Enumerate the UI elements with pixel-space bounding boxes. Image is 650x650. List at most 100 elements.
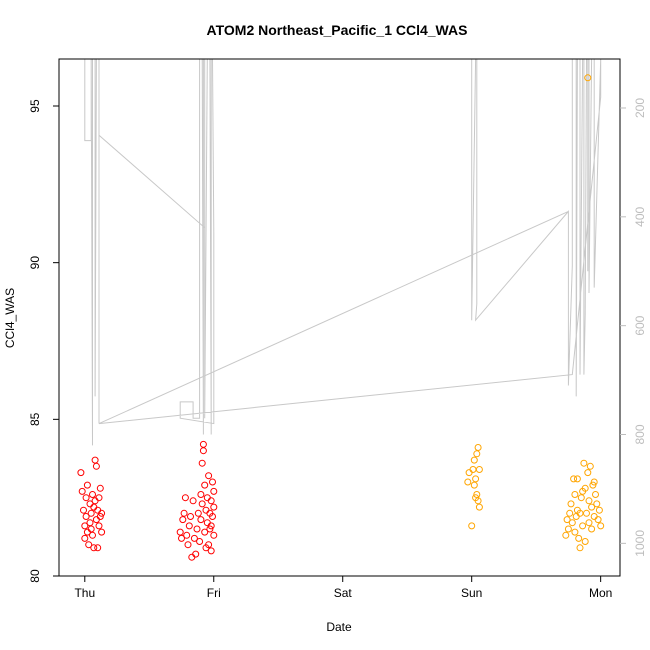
data-point (473, 491, 481, 498)
data-point (207, 497, 215, 505)
data-point (588, 525, 596, 533)
altitude-line (84, 58, 602, 446)
data-point (92, 462, 100, 470)
data-point (193, 525, 201, 533)
data-point (595, 506, 603, 514)
data-point (83, 481, 91, 489)
data-point (571, 491, 579, 498)
altitude-line-layer (84, 58, 602, 446)
data-point (589, 481, 597, 489)
data-point (475, 466, 483, 473)
x-axis-label: Date (326, 620, 352, 634)
data-point (95, 522, 103, 530)
data-point (181, 494, 189, 502)
data-point (85, 541, 93, 549)
data-point (464, 478, 472, 486)
data-point (567, 500, 575, 508)
y-axis-label: CCl4_WAS (3, 288, 17, 348)
data-point (205, 472, 213, 480)
data-point (209, 478, 216, 486)
data-point (207, 547, 215, 555)
data-point (572, 513, 580, 520)
data-point (576, 509, 584, 517)
data-point (584, 469, 592, 477)
data-point (568, 519, 576, 527)
x-tick-label: Sat (334, 586, 353, 600)
y2-axis: 200 400 600 800 1000 (620, 98, 647, 557)
y-tick-label: 85 (28, 412, 42, 426)
data-point (179, 516, 187, 524)
x-tick-label: Mon (589, 586, 612, 600)
data-point (190, 534, 198, 542)
data-point (473, 450, 481, 458)
data-point (474, 444, 482, 451)
data-point (90, 544, 98, 552)
y2-tick-label: 600 (633, 315, 647, 335)
chart-title: ATOM2 Northeast_Pacific_1 CCl4_WAS (207, 22, 468, 38)
data-point (592, 491, 599, 498)
data-point (82, 494, 90, 502)
data-point (205, 541, 213, 549)
data-point (87, 525, 95, 533)
data-point (566, 509, 574, 517)
x-tick-label: Sun (461, 586, 482, 600)
data-point (192, 550, 200, 558)
data-point (593, 500, 601, 508)
y-axis: 80 85 90 95 (28, 99, 59, 583)
data-point (203, 494, 211, 502)
data-point (597, 522, 605, 530)
data-point (91, 497, 99, 505)
data-point (94, 506, 102, 514)
data-point (98, 528, 106, 536)
data-point (570, 475, 578, 483)
data-point (189, 497, 197, 505)
data-point (180, 509, 188, 517)
data-point (470, 481, 478, 489)
y-tick-label: 80 (28, 569, 42, 583)
data-point (203, 519, 211, 527)
data-point (92, 516, 100, 524)
data-point (87, 509, 95, 517)
data-point (563, 516, 571, 524)
data-point (586, 462, 594, 470)
data-point (202, 506, 210, 514)
y2-tick-label: 400 (633, 206, 647, 226)
y-tick-label: 90 (28, 256, 42, 270)
data-point (86, 519, 94, 527)
data-point (573, 475, 581, 483)
data-point (98, 509, 106, 517)
data-point (579, 522, 587, 530)
data-point (579, 487, 587, 495)
data-point (575, 534, 583, 542)
data-point (188, 553, 196, 561)
data-point (468, 522, 476, 530)
data-point (469, 466, 477, 473)
data-point (206, 525, 214, 533)
data-point (571, 528, 579, 536)
data-point (96, 513, 104, 520)
data-point (581, 538, 589, 545)
y-tick-label: 95 (28, 99, 42, 113)
data-point (197, 491, 205, 498)
data-point (472, 475, 480, 483)
data-point (91, 456, 99, 464)
data-point (584, 74, 592, 82)
data-point (590, 513, 598, 520)
x-axis: Thu Fri Sat Sun Mon (74, 576, 612, 600)
data-point (197, 516, 205, 524)
points-layer (77, 74, 605, 561)
data-point (588, 503, 596, 511)
data-point (77, 469, 85, 477)
data-point (209, 513, 216, 520)
data-point (81, 534, 89, 542)
data-point (82, 513, 90, 520)
data-point (472, 494, 480, 502)
data-point (580, 459, 588, 467)
data-point (198, 500, 206, 508)
y2-tick-label: 800 (633, 424, 647, 444)
data-point (594, 516, 602, 524)
data-point (198, 459, 206, 467)
data-point (585, 519, 593, 527)
data-point (201, 481, 209, 489)
data-point (89, 531, 96, 539)
